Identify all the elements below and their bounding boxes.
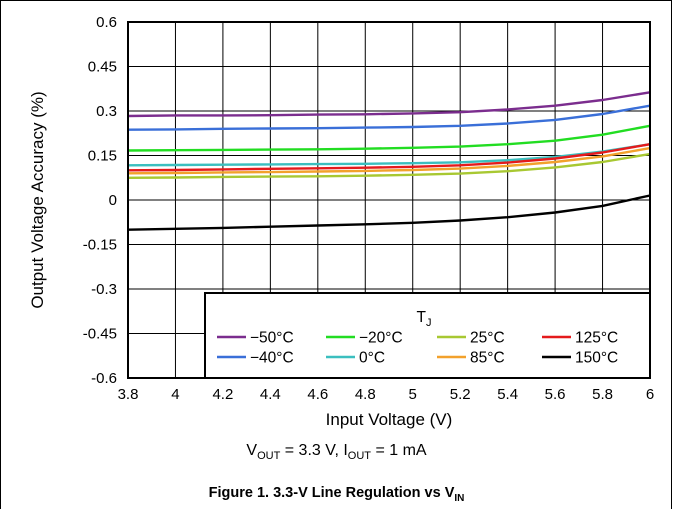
- y-tick-label: 0.15: [88, 148, 117, 165]
- legend-label: −40°C: [250, 350, 294, 367]
- legend-title-main: T: [417, 309, 427, 326]
- line-chart: 3.8 4 4.2 4.4 4.6 4.8 5 5.2 5.4 5.6 5.8 6 0.60.450.…: [28, 14, 655, 429]
- y-tick-label: 0: [109, 192, 117, 209]
- x-tick-label: 4.6: [307, 386, 328, 403]
- series-line: [127, 91, 651, 118]
- y-axis-label: Output Voltage Accuracy (%): [28, 91, 47, 308]
- iout-value: = 1 mA: [371, 442, 427, 459]
- x-tick-label: 5: [409, 386, 417, 403]
- figure-caption: Figure 1. 3.3-V Line Regulation vs VIN: [0, 485, 673, 504]
- series-line: [127, 143, 651, 167]
- x-tick-label: 5.6: [545, 386, 566, 403]
- vout-symbol: V: [246, 442, 258, 459]
- x-tick-label: 6: [646, 386, 654, 403]
- series-line: [127, 143, 651, 172]
- x-tick-label: 5.2: [450, 386, 471, 403]
- legend-title: TJ: [417, 309, 432, 329]
- x-tick-labels: 3.8 4 4.2 4.4 4.6 4.8 5 5.2 5.4 5.6 5.8 6: [118, 386, 655, 403]
- legend-label: 125°C: [575, 330, 618, 347]
- y-tick-labels: 0.6 0.45 0.3 0.15 0 -0.15 -0.3 -0.45 -0.6: [83, 14, 117, 387]
- x-tick-label: 5.8: [592, 386, 613, 403]
- y-tick-label: 0.3: [96, 103, 117, 120]
- legend-label: 150°C: [575, 350, 618, 367]
- caption-text: Figure 1. 3.3-V Line Regulation vs V: [208, 485, 455, 501]
- x-tick-label: 4.8: [355, 386, 376, 403]
- x-tick-label: 4: [171, 386, 179, 403]
- y-tick-label: -0.15: [83, 237, 117, 254]
- y-tick-label: -0.45: [83, 326, 117, 343]
- iout-subscript: OUT: [347, 450, 372, 463]
- series-line: [127, 124, 651, 152]
- series-line: [127, 104, 651, 131]
- legend-label: 85°C: [470, 350, 505, 367]
- legend-label: 0°C: [359, 350, 385, 367]
- legend-label: 25°C: [470, 330, 505, 347]
- test-conditions: VOUT = 3.3 V, IOUT = 1 mA: [0, 442, 673, 462]
- series-line: [127, 152, 651, 179]
- y-tick-label: 0.45: [88, 59, 117, 76]
- series-line: [127, 146, 651, 175]
- legend-items: −50°C −20°C 25°C 125°C −40°C 0°C 85°C 150°C: [217, 330, 618, 367]
- caption-subscript: IN: [454, 492, 465, 504]
- x-tick-label: 4.2: [212, 386, 233, 403]
- series-line: [127, 194, 651, 231]
- x-tick-label: 3.8: [118, 386, 139, 403]
- vout-value: = 3.3 V,: [280, 442, 344, 459]
- legend-title-sub: J: [426, 317, 432, 329]
- y-tick-label: 0.6: [96, 14, 117, 31]
- legend-box: [204, 292, 651, 379]
- legend-label: −20°C: [359, 330, 403, 347]
- series-lines: [127, 91, 651, 231]
- legend: TJ −50°C −20°C 25°C 125°C −40°C 0°C 85°C 150°C: [204, 292, 651, 379]
- vout-subscript: OUT: [257, 450, 281, 463]
- y-tick-label: -0.3: [91, 281, 117, 298]
- y-tick-label: -0.6: [91, 370, 117, 387]
- legend-label: −50°C: [250, 330, 294, 347]
- iout-symbol: I: [343, 442, 348, 459]
- x-tick-label: 4.4: [260, 386, 281, 403]
- x-tick-label: 5.4: [497, 386, 518, 403]
- x-axis-label: Input Voltage (V): [326, 410, 453, 429]
